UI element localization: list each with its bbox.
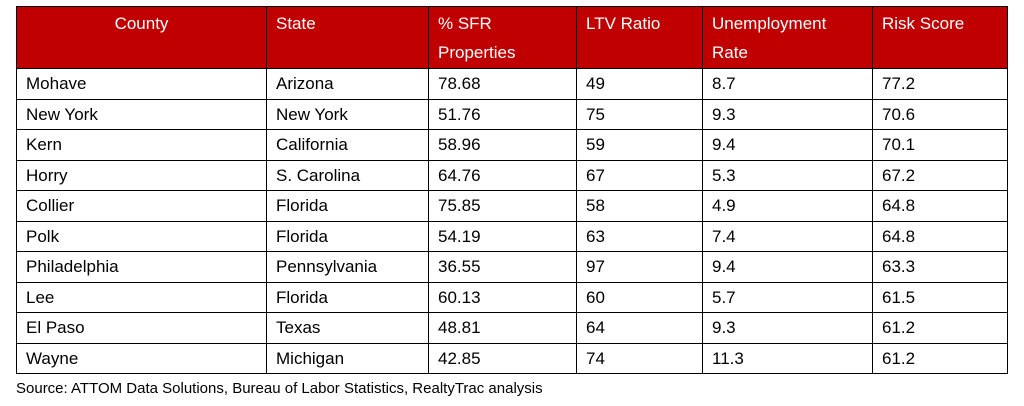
- cell-risk-score: 70.6: [872, 98, 1008, 130]
- cell-sfr-properties: 58.96: [428, 129, 577, 161]
- cell-ltv-ratio: 64: [576, 312, 703, 344]
- cell-state: S. Carolina: [266, 159, 429, 191]
- cell-ltv-ratio: 74: [576, 342, 703, 374]
- cell-unemployment-rate: 5.7: [702, 281, 873, 313]
- cell-unemployment-rate: 9.3: [702, 98, 873, 130]
- cell-county: New York: [16, 98, 267, 130]
- cell-state: Texas: [266, 312, 429, 344]
- cell-ltv-ratio: 67: [576, 159, 703, 191]
- column-header-sfr-properties: % SFR Properties: [428, 6, 577, 69]
- cell-ltv-ratio: 60: [576, 281, 703, 313]
- cell-sfr-properties: 42.85: [428, 342, 577, 374]
- cell-state: New York: [266, 98, 429, 130]
- table-row: Mohave Arizona 78.68 49 8.7 77.2: [16, 68, 1008, 100]
- cell-unemployment-rate: 7.4: [702, 220, 873, 252]
- table-body: Mohave Arizona 78.68 49 8.7 77.2 New York New Y…: [16, 68, 1008, 374]
- cell-sfr-properties: 75.85: [428, 190, 577, 222]
- source-note: Source: ATTOM Data Solutions, Bureau of …: [16, 380, 543, 397]
- table-row: Philadelphia Pennsylvania 36.55 97 9.4 63.3: [16, 251, 1008, 283]
- cell-unemployment-rate: 9.4: [702, 251, 873, 283]
- cell-sfr-properties: 36.55: [428, 251, 577, 283]
- cell-risk-score: 70.1: [872, 129, 1008, 161]
- cell-state: Pennsylvania: [266, 251, 429, 283]
- cell-sfr-properties: 54.19: [428, 220, 577, 252]
- cell-sfr-properties: 64.76: [428, 159, 577, 191]
- cell-state: Arizona: [266, 68, 429, 100]
- table-row: Kern California 58.96 59 9.4 70.1: [16, 129, 1008, 161]
- column-header-risk-score: Risk Score: [872, 6, 1008, 69]
- cell-county: Kern: [16, 129, 267, 161]
- cell-state: Michigan: [266, 342, 429, 374]
- table-row: Polk Florida 54.19 63 7.4 64.8: [16, 220, 1008, 252]
- table-row: New York New York 51.76 75 9.3 70.6: [16, 98, 1008, 130]
- column-header-county: County: [16, 6, 267, 69]
- cell-sfr-properties: 60.13: [428, 281, 577, 313]
- cell-risk-score: 64.8: [872, 220, 1008, 252]
- cell-state: Florida: [266, 190, 429, 222]
- cell-county: Wayne: [16, 342, 267, 374]
- cell-unemployment-rate: 9.4: [702, 129, 873, 161]
- cell-unemployment-rate: 4.9: [702, 190, 873, 222]
- table-row: Collier Florida 75.85 58 4.9 64.8: [16, 190, 1008, 222]
- cell-county: Mohave: [16, 68, 267, 100]
- cell-ltv-ratio: 63: [576, 220, 703, 252]
- cell-state: California: [266, 129, 429, 161]
- cell-county: Philadelphia: [16, 251, 267, 283]
- cell-unemployment-rate: 8.7: [702, 68, 873, 100]
- cell-risk-score: 64.8: [872, 190, 1008, 222]
- cell-ltv-ratio: 58: [576, 190, 703, 222]
- cell-risk-score: 67.2: [872, 159, 1008, 191]
- cell-sfr-properties: 78.68: [428, 68, 577, 100]
- cell-ltv-ratio: 75: [576, 98, 703, 130]
- cell-county: Lee: [16, 281, 267, 313]
- column-header-unemployment-rate: Unemployment Rate: [702, 6, 873, 69]
- cell-risk-score: 61.5: [872, 281, 1008, 313]
- table-row: Wayne Michigan 42.85 74 11.3 61.2: [16, 342, 1008, 374]
- cell-state: Florida: [266, 220, 429, 252]
- cell-unemployment-rate: 11.3: [702, 342, 873, 374]
- cell-state: Florida: [266, 281, 429, 313]
- cell-ltv-ratio: 59: [576, 129, 703, 161]
- cell-ltv-ratio: 97: [576, 251, 703, 283]
- table-header-row: County State % SFR Properties LTV Ratio …: [16, 6, 1008, 69]
- cell-risk-score: 61.2: [872, 342, 1008, 374]
- cell-unemployment-rate: 9.3: [702, 312, 873, 344]
- cell-county: Horry: [16, 159, 267, 191]
- cell-county: Polk: [16, 220, 267, 252]
- table-row: Lee Florida 60.13 60 5.7 61.5: [16, 281, 1008, 313]
- table-row: El Paso Texas 48.81 64 9.3 61.2: [16, 312, 1008, 344]
- cell-risk-score: 63.3: [872, 251, 1008, 283]
- column-header-ltv-ratio: LTV Ratio: [576, 6, 703, 69]
- risk-table: County State % SFR Properties LTV Ratio …: [16, 6, 1008, 374]
- cell-ltv-ratio: 49: [576, 68, 703, 100]
- cell-sfr-properties: 48.81: [428, 312, 577, 344]
- cell-risk-score: 61.2: [872, 312, 1008, 344]
- cell-county: El Paso: [16, 312, 267, 344]
- cell-sfr-properties: 51.76: [428, 98, 577, 130]
- table-row: Horry S. Carolina 64.76 67 5.3 67.2: [16, 159, 1008, 191]
- cell-county: Collier: [16, 190, 267, 222]
- column-header-state: State: [266, 6, 429, 69]
- cell-unemployment-rate: 5.3: [702, 159, 873, 191]
- cell-risk-score: 77.2: [872, 68, 1008, 100]
